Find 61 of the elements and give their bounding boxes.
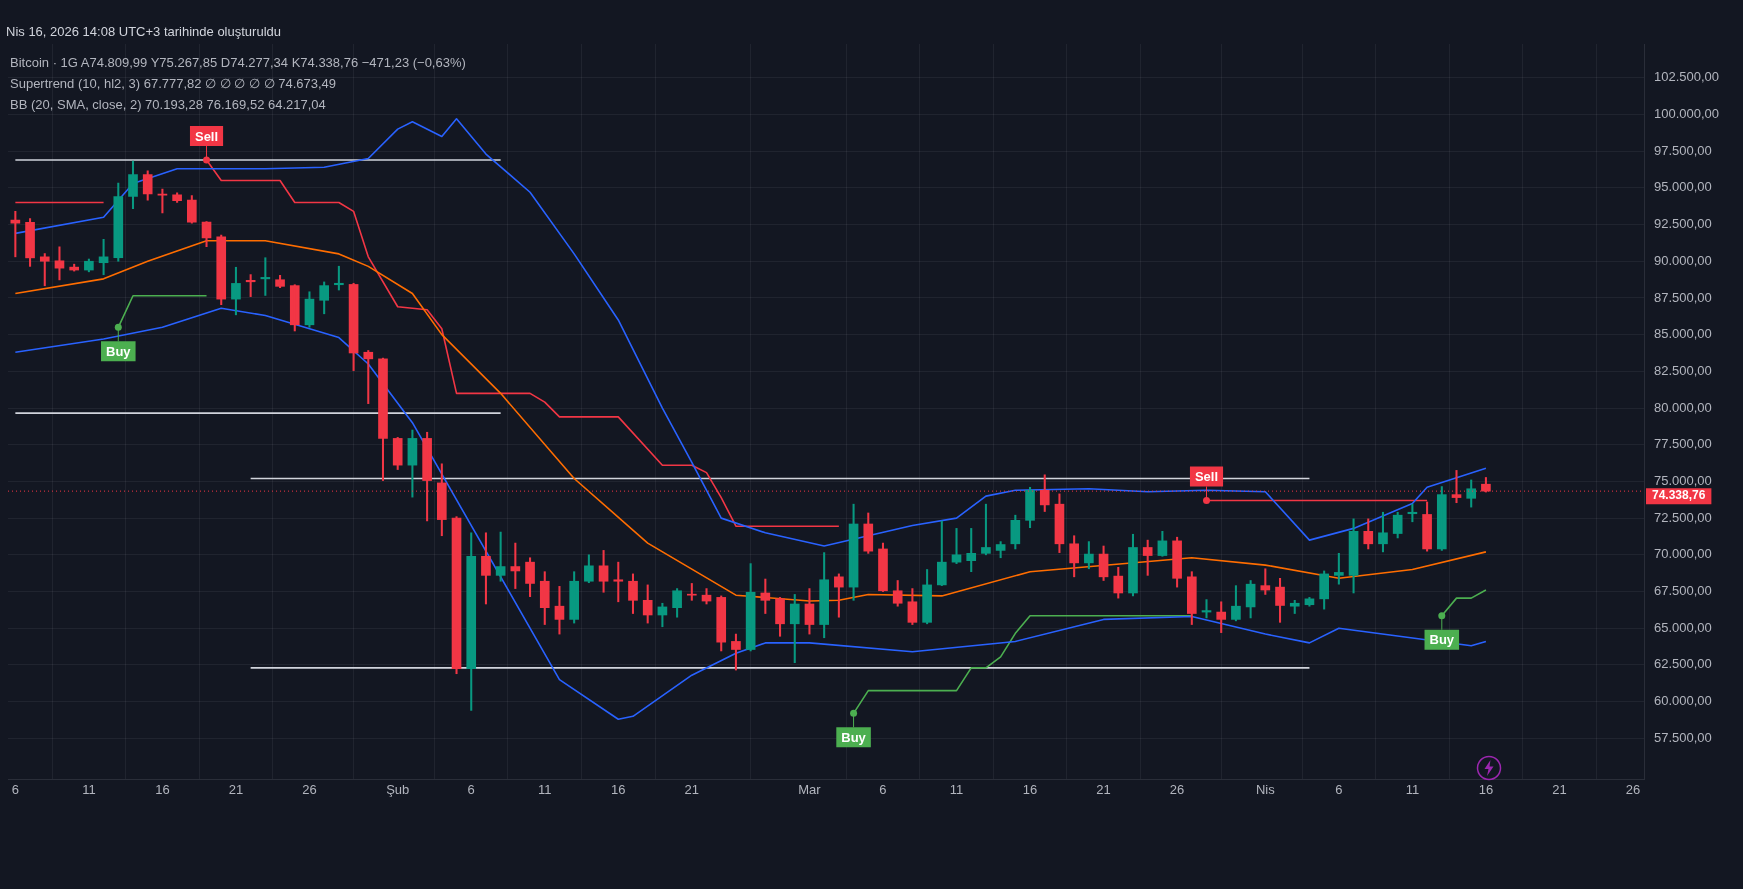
y-tick-label: 72.500,00: [1654, 509, 1712, 525]
chart-title: Nis 16, 2026 14:08 UTC+3 tarihinde oluşturuldu: [6, 24, 281, 39]
x-tick-label: 21: [684, 781, 700, 797]
y-tick-label: 67.500,00: [1654, 583, 1712, 599]
candlestick: [1289, 599, 1300, 614]
x-tick-label: 21: [228, 781, 244, 797]
candlestick: [1334, 553, 1344, 585]
x-tick-label: 6: [11, 781, 19, 797]
x-tick-label: 21: [1552, 781, 1567, 797]
annotation: Sell: [194, 128, 219, 144]
annotation: Supertrend (10, hl2, 3) 67.777,82 ∅ ∅ ∅ ∅ ∅ 74.673,49: [10, 75, 338, 93]
x-tick-label: 11: [1405, 781, 1420, 797]
annotation: Sell: [1194, 469, 1219, 485]
x-tick-label: 26: [1169, 781, 1185, 797]
y-tick-label: 95.000,00: [1654, 179, 1712, 195]
y-tick-label: 85.000,00: [1654, 326, 1712, 342]
x-tick-label: 16: [1022, 781, 1038, 797]
ref-line-label: 74.338,76: [1652, 488, 1706, 503]
x-tick-label: 16: [155, 781, 170, 797]
point: [850, 709, 858, 717]
x-tick-label: 16: [1478, 781, 1494, 797]
x-tick-label: 21: [1096, 781, 1111, 797]
x-tick-label: 6: [467, 781, 475, 797]
y-tick-label: 65.000,00: [1654, 619, 1712, 635]
x-tick-label: 11: [949, 781, 964, 797]
candlestick: [275, 275, 285, 288]
x-tick-label: Nis: [1255, 781, 1276, 797]
y-tick-label: 80.000,00: [1654, 399, 1712, 415]
annotation: BB (20, SMA, close, 2) 70.193,28 76.169,52 64.217,04: [10, 96, 327, 114]
point: [1438, 612, 1446, 620]
candlestick: [613, 561, 624, 603]
y-tick-label: 90.000,00: [1654, 252, 1712, 268]
y-tick-label: 60.000,00: [1654, 693, 1712, 709]
x-tick-label: 16: [611, 781, 626, 797]
y-tick-label: 77.500,00: [1654, 436, 1712, 452]
y-tick-label: 102.500,00: [1654, 69, 1720, 85]
annotation: Buy: [841, 729, 867, 745]
x-tick-label: Mar: [798, 781, 822, 797]
x-tick-label: 26: [302, 781, 317, 797]
y-tick-label: 97.500,00: [1654, 142, 1712, 158]
y-tick-label: 57.500,00: [1654, 729, 1712, 745]
point: [1203, 497, 1211, 505]
y-tick-label: 62.500,00: [1654, 656, 1712, 672]
point: [203, 156, 211, 164]
x-tick-label: 6: [1335, 781, 1343, 797]
x-tick-label: 6: [879, 781, 887, 797]
y-tick-label: 87.500,00: [1654, 289, 1712, 305]
x-tick-label: 11: [538, 781, 552, 797]
y-tick-label: 92.500,00: [1654, 216, 1712, 232]
annotation: Buy: [1429, 632, 1455, 648]
candlestick: [686, 583, 697, 601]
y-tick-label: 82.500,00: [1654, 362, 1712, 378]
x-tick-label: Şub: [386, 781, 410, 797]
y-tick-label: 100.000,00: [1654, 106, 1720, 122]
point: [114, 323, 122, 331]
annotation: Buy: [106, 343, 132, 359]
y-tick-label: 75.000,00: [1654, 473, 1712, 488]
x-tick-label: 26: [1625, 781, 1641, 797]
y-tick-label: 70.000,00: [1654, 546, 1712, 562]
x-tick-label: 11: [82, 781, 96, 797]
annotation: Bitcoin · 1G A74.809,99 Y75.267,85 D74.277,34 K74.338,76 −471,23 (−0,63%): [10, 54, 466, 72]
